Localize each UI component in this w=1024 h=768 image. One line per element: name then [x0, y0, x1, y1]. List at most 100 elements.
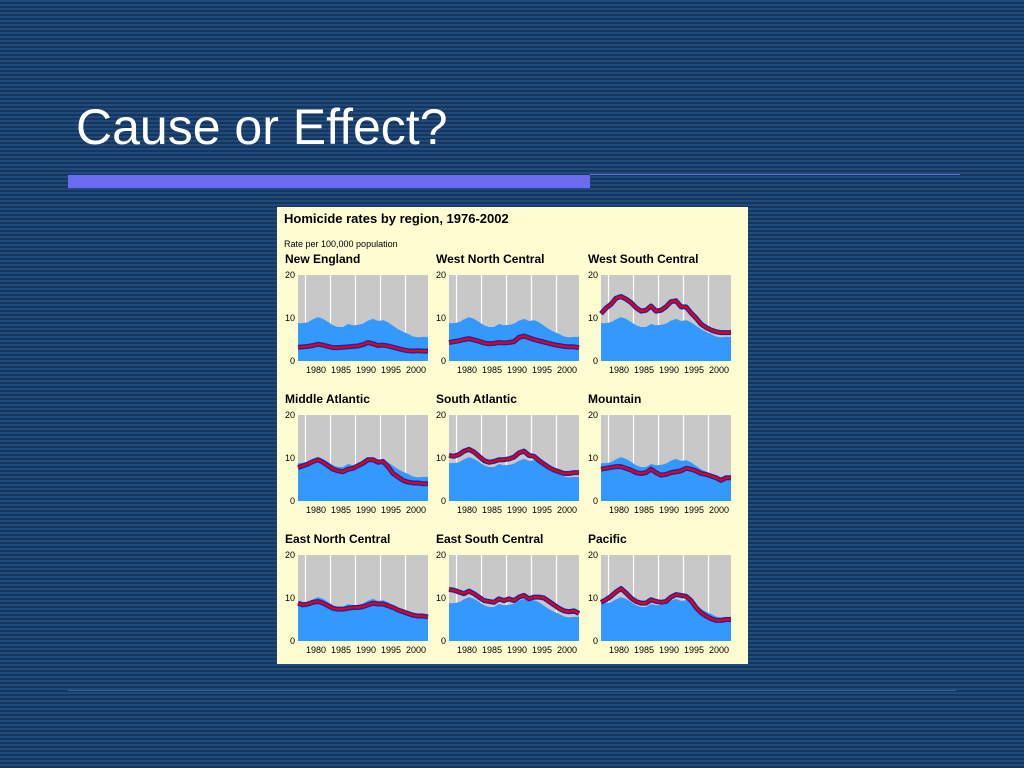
title-underline-line: [590, 174, 960, 175]
x-tick-new-england-1985: 1985: [331, 365, 351, 375]
y-tick-east-south-central-0: 0: [441, 636, 446, 646]
panel-title-new-england: New England: [285, 252, 360, 266]
y-tick-new-england-20: 20: [285, 270, 295, 280]
y-tick-west-south-central-10: 10: [588, 313, 598, 323]
regional-rate-line-west-south-central: [600, 295, 731, 334]
y-tick-south-atlantic-20: 20: [436, 410, 446, 420]
y-tick-east-south-central-20: 20: [436, 550, 446, 560]
homicide-chart-figure: Homicide rates by region, 1976-2002 Rate …: [277, 207, 748, 664]
national-rate-area-mountain: [601, 457, 731, 501]
x-tick-south-atlantic-1985: 1985: [482, 505, 502, 515]
y-tick-middle-atlantic-0: 0: [290, 496, 295, 506]
x-tick-east-north-central-1990: 1990: [356, 645, 376, 655]
x-tick-middle-atlantic-1995: 1995: [381, 505, 401, 515]
x-tick-mountain-1995: 1995: [684, 505, 704, 515]
regional-rate-line-pacific: [600, 587, 731, 622]
y-tick-east-north-central-20: 20: [285, 550, 295, 560]
x-tick-west-south-central-1980: 1980: [609, 365, 629, 375]
panel-title-mountain: Mountain: [588, 392, 641, 406]
y-tick-west-north-central-0: 0: [441, 356, 446, 366]
x-tick-middle-atlantic-1990: 1990: [356, 505, 376, 515]
y-tick-middle-atlantic-10: 10: [285, 453, 295, 463]
slide-title: Cause or Effect?: [76, 99, 448, 155]
x-tick-middle-atlantic-1985: 1985: [331, 505, 351, 515]
x-tick-middle-atlantic-2000: 2000: [406, 505, 426, 515]
x-tick-south-atlantic-2000: 2000: [557, 505, 577, 515]
x-tick-middle-atlantic-1980: 1980: [306, 505, 326, 515]
x-tick-pacific-1995: 1995: [684, 645, 704, 655]
footer-divider: [68, 690, 956, 691]
y-tick-mountain-20: 20: [588, 410, 598, 420]
y-tick-middle-atlantic-20: 20: [285, 410, 295, 420]
x-tick-mountain-1990: 1990: [659, 505, 679, 515]
x-tick-east-south-central-1995: 1995: [532, 645, 552, 655]
regional-rate-line-east-south-central: [448, 588, 580, 615]
panel-title-south-atlantic: South Atlantic: [436, 392, 517, 406]
x-tick-west-south-central-1985: 1985: [634, 365, 654, 375]
regional-rate-line-middle-atlantic: [297, 458, 428, 485]
y-tick-west-south-central-0: 0: [593, 356, 598, 366]
x-tick-east-south-central-1980: 1980: [457, 645, 477, 655]
national-rate-area-west-south-central: [601, 317, 731, 361]
regional-rate-line-mountain: [600, 465, 731, 482]
x-tick-new-england-1990: 1990: [356, 365, 376, 375]
panel-title-east-south-central: East South Central: [436, 532, 543, 546]
y-tick-mountain-10: 10: [588, 453, 598, 463]
panel-title-east-north-central: East North Central: [285, 532, 390, 546]
y-tick-east-north-central-10: 10: [285, 593, 295, 603]
x-tick-east-north-central-2000: 2000: [406, 645, 426, 655]
x-tick-west-north-central-1980: 1980: [457, 365, 477, 375]
chart-subtitle: Rate per 100,000 population: [284, 239, 398, 249]
x-tick-west-south-central-1990: 1990: [659, 365, 679, 375]
x-tick-pacific-2000: 2000: [709, 645, 729, 655]
x-tick-new-england-2000: 2000: [406, 365, 426, 375]
x-tick-west-north-central-1995: 1995: [532, 365, 552, 375]
panel-title-middle-atlantic: Middle Atlantic: [285, 392, 370, 406]
regional-rate-line-new-england: [297, 341, 428, 353]
y-tick-west-south-central-20: 20: [588, 270, 598, 280]
panel-title-west-south-central: West South Central: [588, 252, 698, 266]
title-underline-bar: [68, 175, 590, 188]
x-tick-west-south-central-1995: 1995: [684, 365, 704, 375]
x-tick-east-north-central-1980: 1980: [306, 645, 326, 655]
x-tick-mountain-1985: 1985: [634, 505, 654, 515]
x-tick-east-south-central-2000: 2000: [557, 645, 577, 655]
x-tick-south-atlantic-1995: 1995: [532, 505, 552, 515]
y-tick-east-south-central-10: 10: [436, 593, 446, 603]
y-tick-mountain-0: 0: [593, 496, 598, 506]
small-multiples-chart: Homicide rates by region, 1976-2002 Rate …: [284, 211, 731, 655]
x-tick-south-atlantic-1990: 1990: [507, 505, 527, 515]
regional-rate-line-south-atlantic: [448, 448, 579, 475]
panel-title-west-north-central: West North Central: [436, 252, 544, 266]
x-tick-new-england-1980: 1980: [306, 365, 326, 375]
y-tick-pacific-0: 0: [593, 636, 598, 646]
x-tick-west-north-central-2000: 2000: [557, 365, 577, 375]
x-tick-pacific-1990: 1990: [659, 645, 679, 655]
x-tick-west-north-central-1990: 1990: [507, 365, 527, 375]
y-tick-west-north-central-10: 10: [436, 313, 446, 323]
y-tick-new-england-0: 0: [290, 356, 295, 366]
y-tick-pacific-10: 10: [588, 593, 598, 603]
x-tick-south-atlantic-1980: 1980: [457, 505, 477, 515]
x-tick-pacific-1985: 1985: [634, 645, 654, 655]
regional-rate-line-west-north-central: [448, 334, 580, 349]
x-tick-east-north-central-1985: 1985: [331, 645, 351, 655]
chart-title: Homicide rates by region, 1976-2002: [284, 211, 509, 226]
y-tick-south-atlantic-0: 0: [441, 496, 446, 506]
x-tick-east-south-central-1990: 1990: [507, 645, 527, 655]
panel-title-pacific: Pacific: [588, 532, 627, 546]
x-tick-west-south-central-2000: 2000: [709, 365, 729, 375]
y-tick-west-north-central-20: 20: [436, 270, 446, 280]
y-tick-south-atlantic-10: 10: [436, 453, 446, 463]
x-tick-mountain-2000: 2000: [709, 505, 729, 515]
x-tick-east-south-central-1985: 1985: [482, 645, 502, 655]
y-tick-new-england-10: 10: [285, 313, 295, 323]
regional-rate-line-east-north-central: [297, 600, 429, 619]
x-tick-west-north-central-1985: 1985: [482, 365, 502, 375]
x-tick-pacific-1980: 1980: [609, 645, 629, 655]
y-tick-pacific-20: 20: [588, 550, 598, 560]
x-tick-east-north-central-1995: 1995: [381, 645, 401, 655]
x-tick-new-england-1995: 1995: [381, 365, 401, 375]
x-tick-mountain-1980: 1980: [609, 505, 629, 515]
y-tick-east-north-central-0: 0: [290, 636, 295, 646]
